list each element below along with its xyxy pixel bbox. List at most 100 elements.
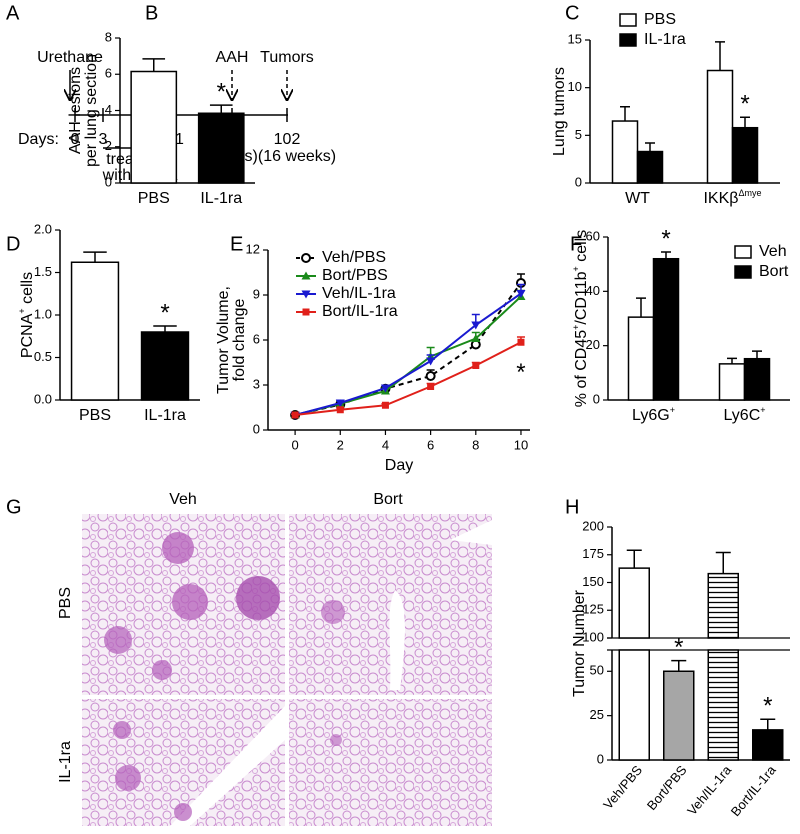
- note: (16 weeks): [258, 148, 336, 165]
- day: 0: [71, 131, 80, 148]
- micrograph: [82, 699, 285, 826]
- y-tick-label: 6: [253, 331, 260, 346]
- x-tick-label: IL-1ra: [144, 407, 186, 424]
- y-tick-label: 0: [597, 751, 604, 766]
- y-tick-label: 20: [586, 337, 600, 352]
- error-bar: [740, 116, 750, 128]
- error-bar: [636, 297, 646, 318]
- x-tick-label: WT: [625, 190, 650, 207]
- error-bar: [153, 325, 177, 332]
- y-tick-label: 10: [568, 79, 582, 94]
- bar: [140, 331, 190, 401]
- y-tick-label: 15: [568, 31, 582, 46]
- marker: [380, 384, 390, 393]
- bar: [743, 357, 771, 401]
- micrographs: G Veh Bort PBS IL-1ra: [6, 491, 492, 826]
- y-tick-label: 40: [586, 283, 600, 298]
- error-bar: [209, 104, 233, 114]
- significance: *: [516, 359, 525, 386]
- error-bar: [620, 105, 630, 122]
- legend-marker: [301, 290, 311, 299]
- panel-label: A: [6, 2, 20, 24]
- error-bar: [142, 58, 166, 72]
- bar: [663, 670, 695, 761]
- y-tick-label: 0.0: [34, 391, 52, 406]
- y-tick-label: 1.5: [34, 264, 52, 279]
- bar: [718, 363, 746, 401]
- panel-label: D: [6, 233, 20, 255]
- y-tick-label: 0: [593, 391, 600, 406]
- x-tick-label: 8: [472, 437, 479, 452]
- x-tick-label: Bort/IL-1ra: [728, 762, 779, 819]
- text-part: Ly6G: [632, 407, 670, 424]
- superscript: +: [670, 405, 675, 415]
- bar: [627, 316, 655, 401]
- text-part: /CD11b: [573, 271, 590, 324]
- micrograph: [289, 514, 492, 695]
- y-axis-label: % of CD45+/CD11b+ cells: [571, 230, 590, 407]
- y-tick-label: 5: [575, 127, 582, 142]
- y-tick-label: 0: [105, 174, 112, 189]
- error-bar: [645, 142, 655, 152]
- marker: [516, 290, 526, 298]
- y-tick-label: 12: [246, 241, 260, 256]
- legend-label: Bort/IL-1ra: [322, 303, 398, 320]
- x-tick-label: 10: [514, 437, 528, 452]
- legend-marker: [301, 253, 311, 263]
- days-label: Days:: [18, 131, 59, 148]
- x-tick-label: 2: [337, 437, 344, 452]
- panel-label: E: [230, 233, 243, 255]
- y-axis-label: AAH lesions: [67, 67, 84, 154]
- legend-label: Bort/PBS: [322, 267, 388, 284]
- marker: [471, 321, 481, 330]
- y-tick-label: 50: [590, 663, 604, 678]
- legend-label: Veh/IL-1ra: [322, 285, 396, 302]
- marker: [335, 399, 345, 408]
- error-bar: [671, 659, 687, 672]
- superscript: +: [760, 405, 765, 415]
- x-tick-label: IKKβΔmye: [703, 188, 761, 207]
- superscript: Δmye: [738, 188, 761, 198]
- event-label: AAH: [216, 49, 249, 66]
- x-axis-label: Day: [385, 457, 413, 474]
- legend-label: PBS: [644, 11, 676, 28]
- x-tick-label: 6: [427, 437, 434, 452]
- text-part: Ly6C: [723, 407, 760, 424]
- bar: [731, 126, 759, 184]
- marker: [472, 362, 480, 369]
- superscript: +: [17, 308, 27, 313]
- micrograph: [289, 699, 492, 826]
- event-label: Tumors: [260, 49, 314, 66]
- y-tick-label: 150: [582, 574, 604, 589]
- marker: [425, 371, 436, 381]
- y-axis-label: per lung section: [83, 54, 100, 167]
- superscript: +: [571, 325, 581, 330]
- column-label: Bort: [373, 491, 403, 508]
- text-part: cells: [19, 272, 36, 308]
- legend-label: IL-1ra: [644, 31, 686, 48]
- legend-swatch: [619, 13, 637, 27]
- significance: *: [661, 225, 670, 252]
- x-tick-label: PBS: [138, 190, 170, 207]
- x-tick-label: Ly6C+: [723, 405, 765, 424]
- text-part: PCNA: [19, 313, 36, 358]
- day: 3: [99, 131, 108, 148]
- y-tick-label: 0: [253, 421, 260, 436]
- x-tick-label: PBS: [79, 407, 111, 424]
- x-tick-label: IL-1ra: [200, 190, 242, 207]
- y-tick-label: 100: [582, 629, 604, 644]
- bar: [706, 69, 734, 184]
- significance: *: [160, 299, 169, 326]
- legend-swatch: [619, 33, 637, 47]
- panel-label: H: [565, 496, 579, 518]
- x-tick-label: 4: [382, 437, 389, 452]
- series-line: [294, 292, 522, 416]
- y-tick-label: 4: [105, 102, 112, 117]
- significance: *: [217, 78, 226, 105]
- legend-marker: [302, 308, 310, 316]
- error-bar: [626, 549, 642, 569]
- text-part: cells: [573, 230, 590, 266]
- marker: [291, 411, 299, 419]
